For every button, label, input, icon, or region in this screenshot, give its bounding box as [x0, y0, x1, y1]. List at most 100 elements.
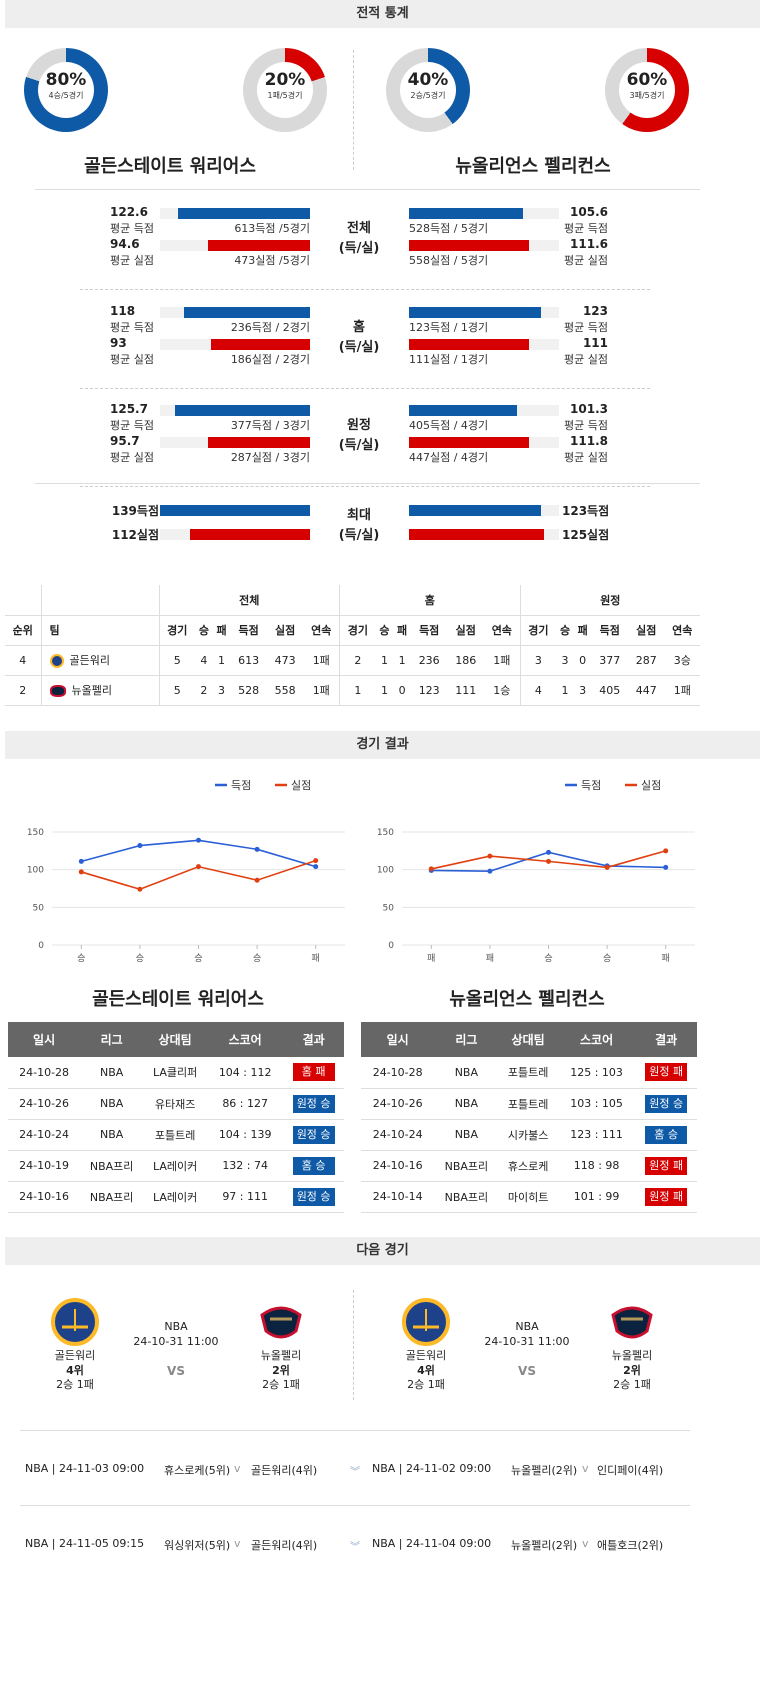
left-value: 125.7 — [110, 402, 148, 416]
cell: 111 — [447, 675, 485, 706]
data-point — [313, 864, 319, 870]
divider — [20, 1430, 690, 1431]
cell: 97 : 111 — [207, 1181, 284, 1213]
data-point — [78, 858, 84, 864]
data-point — [663, 848, 669, 854]
line-chart-away: 득점 실점 0 50 100 150 패 패 승 승 패 — [377, 779, 695, 964]
x-tick-label: 승 — [544, 953, 552, 964]
cell: 24-10-19 — [8, 1150, 81, 1182]
data-point — [313, 858, 319, 864]
column-header: 경기 — [339, 615, 376, 646]
divider — [80, 486, 650, 487]
right-bar-text: 405득점 / 4경기 — [409, 419, 489, 432]
column-header: 득점 — [230, 615, 267, 646]
column-header: 결과 — [635, 1022, 697, 1057]
y-tick-label: 150 — [27, 828, 44, 838]
result-badge: 원정 패 — [645, 1063, 688, 1082]
legend-label: 실점 — [291, 779, 311, 792]
x-tick-label: 패 — [427, 953, 435, 964]
section-header-next: 다음 경기 — [5, 1237, 760, 1265]
donut-away-win: 40% 2승/5경기 — [386, 48, 470, 132]
chevron-down-icon: ︾ — [350, 1542, 360, 1553]
y-tick-label: 150 — [377, 828, 394, 838]
legend-label: 득점 — [231, 779, 251, 792]
next-vs: VS — [518, 1364, 536, 1378]
section-header-stats: 전적 통계 — [5, 0, 760, 28]
team-cell[interactable]: 골든워리 — [41, 645, 160, 676]
cell: 1패 — [664, 675, 700, 706]
cell: 3 — [520, 645, 557, 676]
upcoming-info: NBA | 24-11-02 09:00 — [372, 1462, 492, 1475]
group-header: 홈 — [339, 585, 521, 616]
group-header: 원정 — [520, 585, 700, 616]
right-value: 111 — [582, 336, 608, 350]
cell: 2 — [5, 675, 42, 706]
cell: 마이히트 — [498, 1181, 558, 1213]
cell: 103 : 105 — [557, 1088, 636, 1120]
data-point — [663, 864, 669, 870]
cell: NBA — [80, 1088, 144, 1120]
cell: 104 : 139 — [207, 1119, 284, 1151]
right-value: 111.8 — [570, 434, 608, 448]
cell: NBA프리 — [80, 1181, 144, 1213]
left-bar — [184, 307, 310, 318]
upcoming-team[interactable]: 뉴올펠리(2위) — [511, 1539, 578, 1552]
cell: 123 : 111 — [557, 1119, 636, 1151]
y-tick-label: 0 — [38, 941, 44, 951]
left-bar — [211, 339, 310, 350]
result-cell: 원정 패 — [635, 1181, 697, 1213]
team-cell[interactable]: 뉴올펠리 — [41, 675, 160, 706]
cell: 473 — [266, 645, 304, 676]
blank — [41, 585, 160, 616]
cell: 1패 — [303, 675, 341, 706]
column-header: 경기 — [159, 615, 196, 646]
cell: 1 — [556, 675, 574, 706]
table-row: 24-10-28 NBA 포틀트레 125 : 103 원정 패 — [361, 1057, 697, 1089]
vs-icon: v — [582, 1537, 589, 1550]
upcoming-team[interactable]: 휴스로케(5위) — [164, 1464, 231, 1477]
result-badge: 원정 패 — [645, 1187, 688, 1206]
upcoming-team[interactable]: 뉴올펠리(2위) — [511, 1464, 578, 1477]
pelicans-logo-icon — [256, 1297, 306, 1347]
cell: 3 — [573, 675, 592, 706]
max-left-value: 139득점 — [111, 504, 159, 518]
result-cell: 원정 승 — [283, 1119, 344, 1151]
table-row: 24-10-16 NBA프리 LA레이커 97 : 111 원정 승 — [8, 1181, 344, 1213]
column-header: 상대팀 — [143, 1022, 208, 1057]
left-bar — [175, 405, 310, 416]
cell: 포틀트레 — [498, 1088, 558, 1120]
cell: 4 — [520, 675, 557, 706]
legend-label: 실점 — [641, 779, 661, 792]
y-tick-label: 50 — [33, 903, 45, 913]
legend-label: 득점 — [581, 779, 601, 792]
column-header: 승 — [375, 615, 394, 646]
cell: 1 — [339, 675, 376, 706]
next-home-rank: 4위 — [66, 1364, 84, 1377]
upcoming-team[interactable]: 애틀호크(2위) — [597, 1539, 664, 1552]
vs-icon: v — [234, 1537, 241, 1550]
right-bar-text: 528득점 / 5경기 — [409, 222, 489, 235]
upcoming-team[interactable]: 워싱위저(5위) — [164, 1539, 231, 1552]
x-tick-label: 승 — [194, 953, 202, 964]
chevron-down-icon: ︾ — [350, 1467, 360, 1478]
right-label: 평균 실점 — [564, 451, 608, 464]
donut-away-loss: 60% 3패/5경기 — [605, 48, 689, 132]
upcoming-team[interactable]: 인디페이(4위) — [597, 1464, 664, 1477]
cell: 118 : 98 — [557, 1150, 636, 1182]
left-label: 평균 득점 — [110, 419, 154, 432]
table-row: 24-10-19 NBA프리 LA레이커 132 : 74 홈 승 — [8, 1150, 344, 1182]
left-label: 평균 득점 — [110, 321, 154, 334]
cell: 4 — [195, 645, 213, 676]
team-name-home: 골든스테이트 워리어스 — [84, 156, 256, 177]
left-value: 93 — [110, 336, 127, 350]
compare-category: 홈 (득/실) — [338, 320, 380, 355]
cell: 558 — [266, 675, 304, 706]
column-header: 상대팀 — [498, 1022, 558, 1057]
next-away-record: 2승 1패 — [613, 1378, 651, 1391]
upcoming-team[interactable]: 골든워리(4위) — [251, 1539, 318, 1552]
upcoming-team[interactable]: 골든워리(4위) — [251, 1464, 318, 1477]
cell: 2 — [339, 645, 376, 676]
line-chart-home: 득점 실점 0 50 100 150 승 승 승 승 패 — [27, 779, 345, 964]
result-cell: 원정 승 — [283, 1181, 344, 1213]
upcoming-info: NBA | 24-11-04 09:00 — [372, 1537, 492, 1550]
